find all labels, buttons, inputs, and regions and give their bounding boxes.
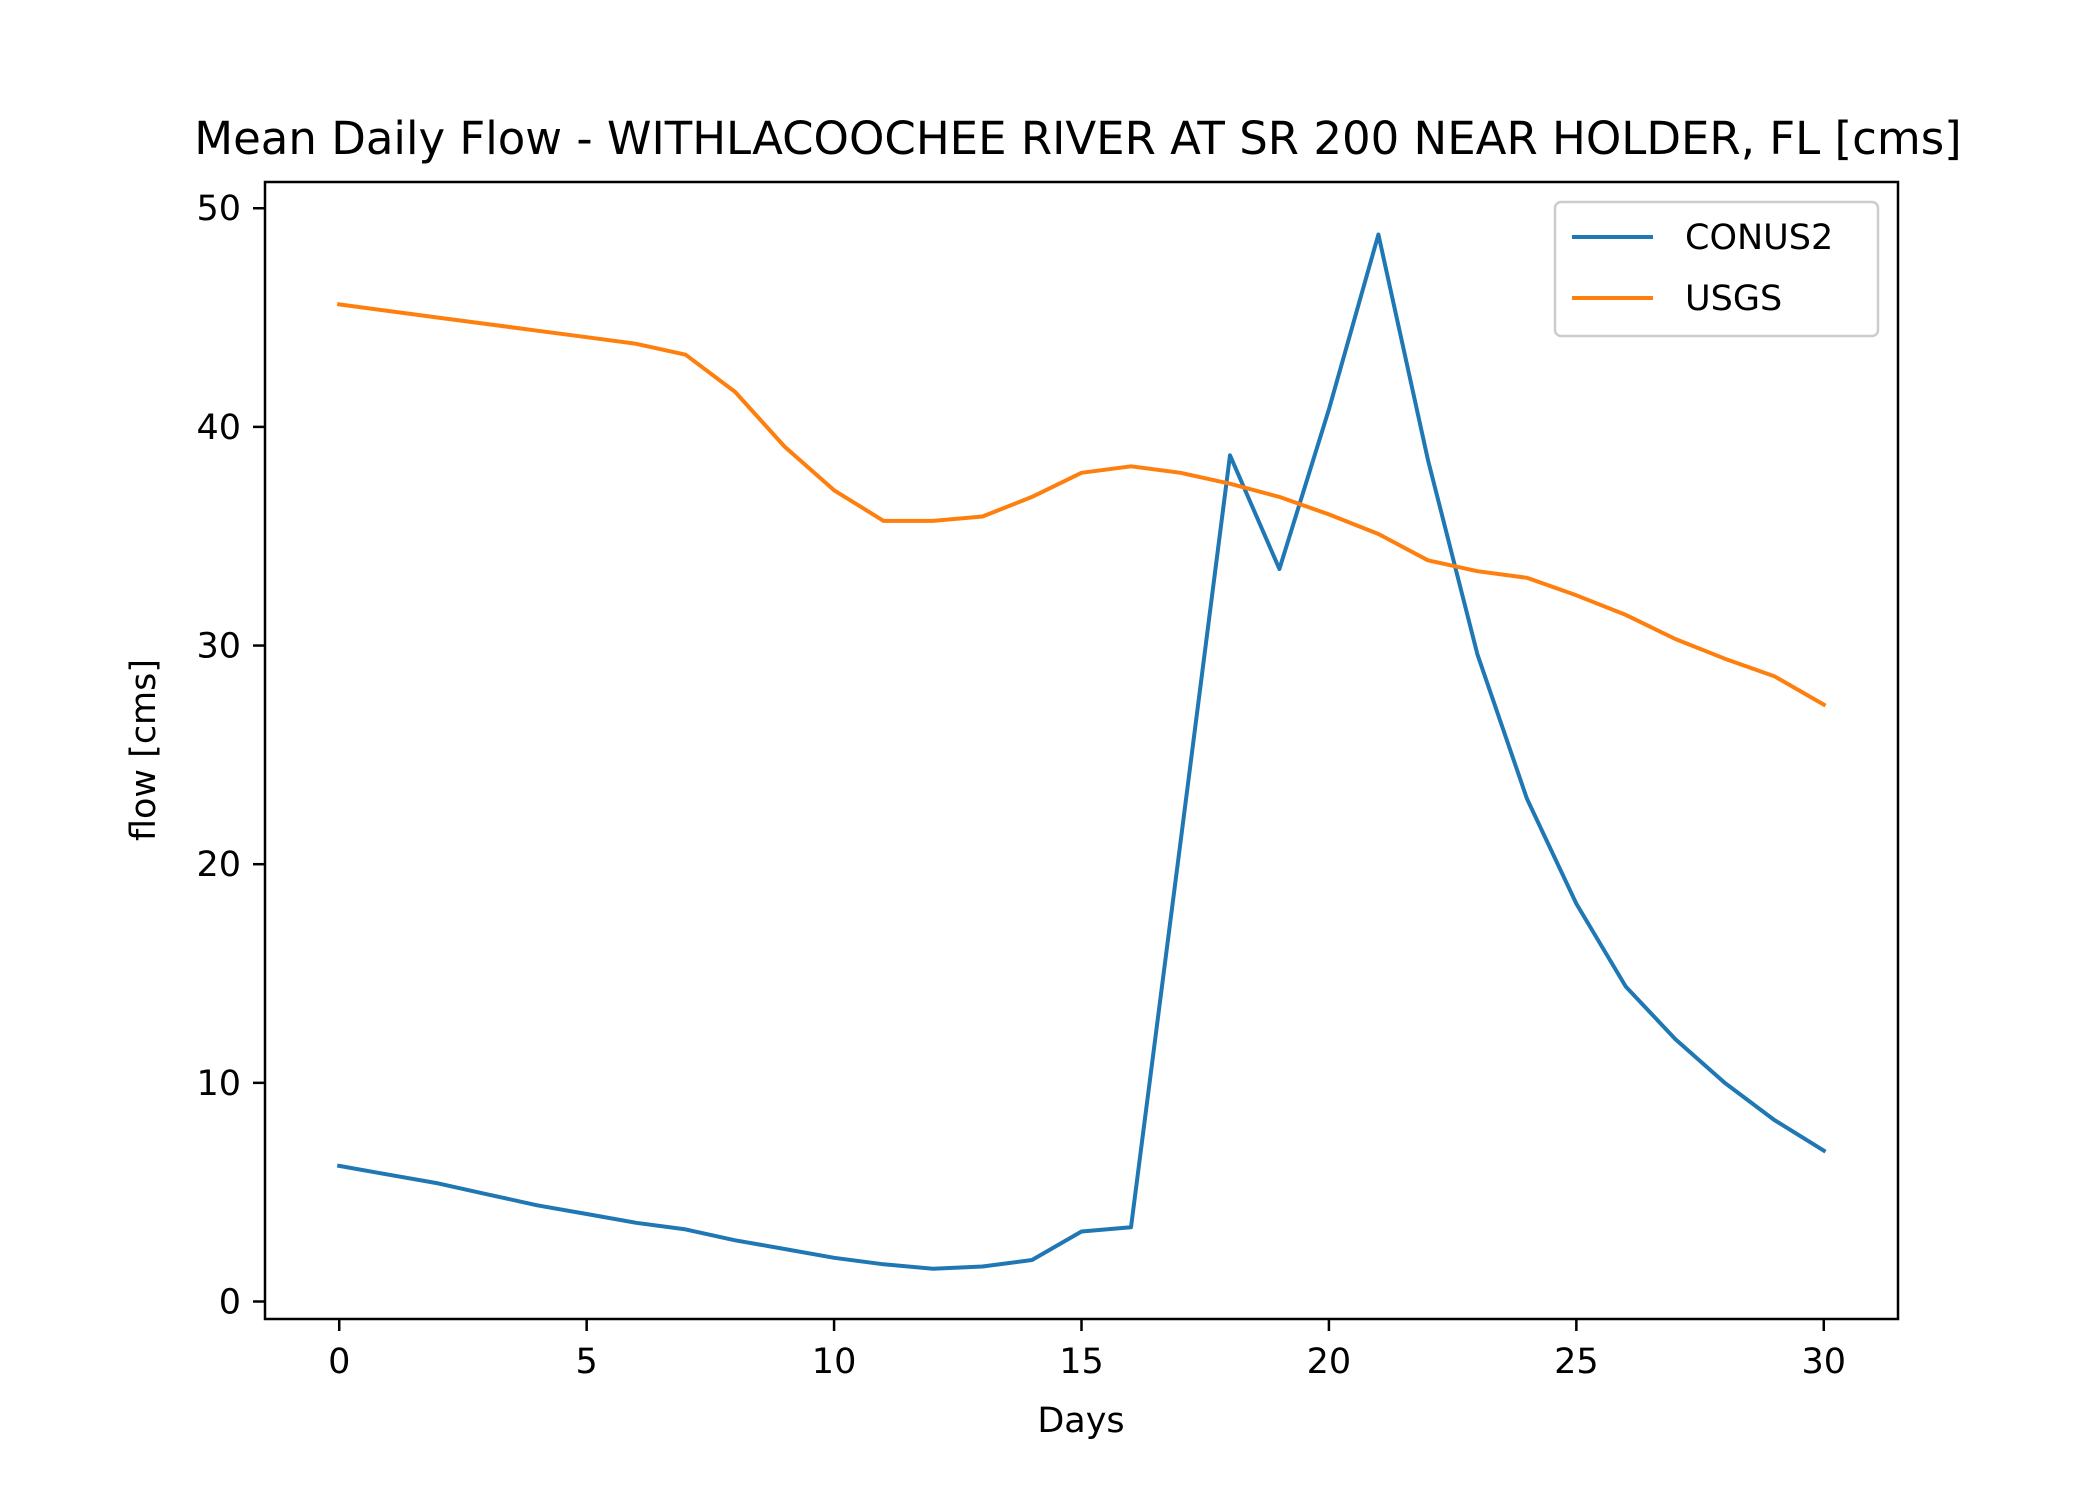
y-tick-label: 0 [219, 1283, 241, 1323]
y-tick-label: 40 [196, 408, 241, 448]
legend-label-usgs: USGS [1685, 279, 1782, 319]
legend-label-conus2: CONUS2 [1685, 218, 1833, 258]
x-tick-label: 5 [576, 1342, 598, 1382]
x-tick-label: 25 [1554, 1342, 1599, 1382]
chart-title: Mean Daily Flow - WITHLACOOCHEE RIVER AT… [194, 112, 1961, 165]
x-tick-label: 0 [328, 1342, 350, 1382]
x-axis-label: Days [1037, 1401, 1124, 1441]
x-tick-label: 15 [1059, 1342, 1104, 1382]
y-tick-label: 50 [196, 189, 241, 229]
x-tick-label: 30 [1801, 1342, 1846, 1382]
series-line-usgs [336, 302, 1827, 708]
y-tick-label: 10 [196, 1064, 241, 1104]
plot-frame [263, 180, 1900, 1321]
legend: CONUS2 USGS [1553, 200, 1880, 338]
x-tick-label: 10 [812, 1342, 857, 1382]
series-layer [336, 232, 1827, 1271]
x-axis: 0 5 10 15 20 25 30 [328, 1319, 1846, 1382]
x-tick-label: 20 [1307, 1342, 1352, 1382]
y-axis-label: flow [cms] [124, 659, 164, 841]
series-line-conus2 [336, 232, 1827, 1271]
y-tick-label: 20 [196, 845, 241, 885]
y-tick-label: 30 [196, 627, 241, 667]
y-axis: 0 10 20 30 40 50 [196, 189, 265, 1323]
